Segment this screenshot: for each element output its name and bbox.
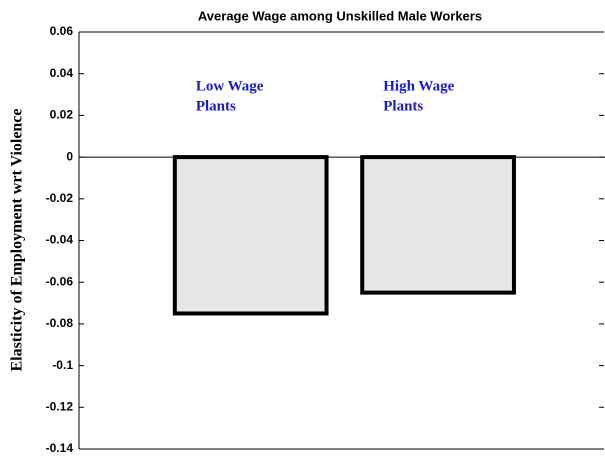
y-tick-label: 0.04	[50, 66, 74, 80]
bar	[172, 155, 329, 316]
y-tick-label: -0.14	[46, 441, 74, 455]
annotation: Plants	[383, 98, 423, 114]
y-tick-label: -0.02	[46, 191, 74, 205]
y-tick-label: 0	[66, 149, 73, 163]
y-tick-label: -0.12	[46, 399, 74, 413]
annotation: Plants	[196, 98, 236, 114]
annotation: Low Wage	[196, 78, 264, 94]
chart-title: Average Wage among Unskilled Male Worker…	[198, 8, 482, 23]
y-tick-label: 0.06	[50, 24, 74, 38]
y-tick-label: -0.08	[46, 316, 74, 330]
bar	[360, 155, 516, 295]
y-tick-label: -0.04	[46, 233, 74, 247]
annotation: High Wage	[383, 78, 454, 94]
y-axis-label: Elasticity of Employment wrt Violence	[9, 108, 26, 371]
y-tick-label: 0.02	[50, 108, 74, 122]
y-tick-label: -0.06	[46, 274, 74, 288]
y-tick-label: -0.1	[52, 358, 73, 372]
